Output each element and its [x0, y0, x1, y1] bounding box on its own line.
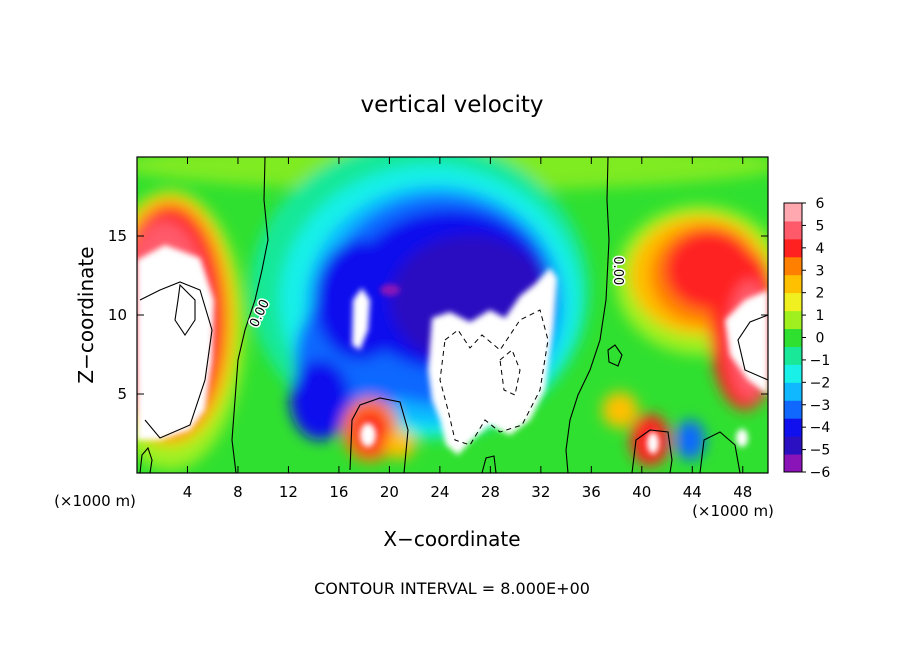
colorbar: 6 5 4 3 2 1 0 −1 −2 −3 −4 −5 −6 — [783, 196, 831, 481]
field-cores — [137, 245, 768, 455]
x-unit-label-left: (×1000 m) — [54, 492, 136, 510]
contour-lines — [139, 157, 768, 473]
dashed-contours — [439, 309, 549, 446]
contour-left-inner — [174, 283, 196, 336]
colorbar-segment — [784, 292, 802, 312]
x-unit-label-right: (×1000 m) — [692, 502, 774, 520]
x-tick-label: 4 — [183, 483, 193, 501]
contour-low-28 — [481, 455, 497, 473]
colorbar-segment — [784, 238, 802, 258]
colorbar-segment — [784, 364, 802, 383]
colorbar-tick-label: −3 — [810, 398, 831, 414]
colorbar-segment — [784, 328, 802, 347]
x-tick-label: 48 — [733, 483, 752, 501]
contour-low-18 — [349, 397, 409, 473]
contour-label: 0.00 — [610, 256, 625, 285]
plot-area — [137, 157, 768, 473]
y-tick-label: 5 — [117, 385, 127, 403]
y-tick-label: 10 — [108, 306, 127, 324]
contour-right-core — [737, 314, 768, 381]
chart-title: vertical velocity — [361, 92, 544, 118]
colorbar-tick-label: −2 — [810, 375, 831, 391]
x-tick-label: 32 — [531, 483, 550, 501]
colorbar-segment — [784, 274, 802, 294]
contour-interval-footer: CONTOUR INTERVAL = 8.000E+00 — [314, 579, 590, 598]
zero-contour-right — [565, 157, 610, 473]
x-axis-label: X−coordinate — [383, 527, 520, 551]
y-axis-label: Z−coordinate — [74, 246, 98, 383]
colorbar-segment — [784, 220, 802, 240]
x-tick-label: 24 — [430, 483, 449, 501]
contour-left-core — [139, 281, 213, 439]
contour-low-2 — [139, 446, 153, 473]
colorbar-tick-label: 4 — [816, 241, 825, 257]
y-axis-ticks: 5 10 15 — [108, 227, 768, 403]
colorbar-tick-label: −1 — [810, 353, 831, 369]
x-tick-label: 28 — [481, 483, 500, 501]
colorbar-tick-label: 3 — [816, 263, 825, 279]
colorbar-segment — [784, 418, 802, 437]
colorbar-segment — [784, 203, 802, 222]
colorbar-segment — [784, 256, 802, 276]
colorbar-segment — [784, 382, 802, 401]
contour-small-37 — [607, 344, 623, 367]
colorbar-tick-label: 5 — [816, 218, 825, 234]
x-tick-label: 12 — [279, 483, 298, 501]
contour-low-44 — [699, 431, 741, 473]
colorbar-tick-label: 1 — [816, 308, 825, 324]
contour-low-40 — [631, 429, 673, 473]
colorbar-tick-label: −6 — [810, 465, 831, 481]
colorbar-tick-label: 0 — [816, 331, 825, 347]
colorbar-tick-label: 6 — [816, 196, 825, 212]
x-tick-label: 16 — [329, 483, 348, 501]
colorbar-segment — [784, 436, 802, 455]
colorbar-tick-label: −5 — [810, 443, 831, 459]
colorbar-segment — [784, 310, 802, 330]
x-tick-label: 36 — [582, 483, 601, 501]
zero-contour-left — [231, 157, 269, 473]
x-tick-label: 44 — [683, 483, 702, 501]
x-tick-label: 20 — [380, 483, 399, 501]
colorbar-segment — [784, 400, 802, 419]
x-axis-ticks: 4 8 12 16 20 24 28 32 36 40 44 48 — [183, 157, 752, 501]
colorbar-segment — [784, 454, 802, 473]
x-tick-label: 8 — [233, 483, 243, 501]
colorbar-tick-label: −4 — [810, 420, 831, 436]
y-tick-label: 15 — [108, 227, 127, 245]
x-tick-label: 40 — [632, 483, 651, 501]
colorbar-segment — [784, 346, 802, 365]
colorbar-tick-label: 2 — [816, 286, 825, 302]
